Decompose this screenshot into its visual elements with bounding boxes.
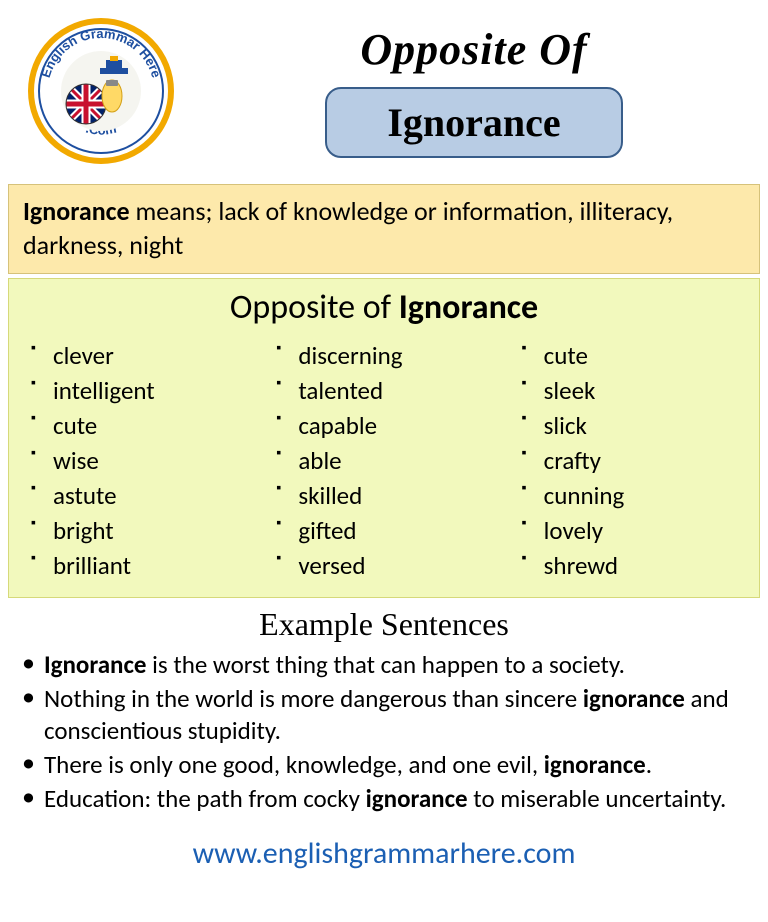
opposites-col-3: cutesleekslickcraftycunninglovelyshrewd [510, 338, 749, 583]
header: English Grammar Here .Com Opposite Of [6, 6, 762, 184]
opposite-item: discerning [298, 338, 503, 373]
opposite-item: talented [298, 373, 503, 408]
opposite-item: capable [298, 408, 503, 443]
opposite-item: clever [53, 338, 258, 373]
opposite-item: brilliant [53, 548, 258, 583]
title-block: Opposite Of Ignorance [206, 24, 742, 158]
opposites-box: Opposite of Ignorance cleverintelligentc… [8, 278, 760, 598]
opposite-item: skilled [298, 478, 503, 513]
definition-box: Ignorance means; lack of knowledge or in… [8, 184, 760, 274]
opposite-item: cute [544, 338, 749, 373]
example-sentence: Ignorance is the worst thing that can ha… [44, 649, 742, 681]
opposite-item: able [298, 443, 503, 478]
opposite-item: bright [53, 513, 258, 548]
opposite-item: intelligent [53, 373, 258, 408]
opposite-item: astute [53, 478, 258, 513]
opposite-item: wise [53, 443, 258, 478]
opposite-item: gifted [298, 513, 503, 548]
opposite-item: shrewd [544, 548, 749, 583]
opposite-item: versed [298, 548, 503, 583]
example-sentence: Education: the path from cocky ignorance… [44, 783, 742, 815]
opposites-col-2: discerningtalentedcapableableskilledgift… [264, 338, 503, 583]
example-sentence: There is only one good, knowledge, and o… [44, 749, 742, 781]
title-word: Ignorance [325, 87, 622, 158]
opposites-title: Opposite of Ignorance [19, 287, 749, 328]
site-logo: English Grammar Here .Com [26, 16, 176, 166]
footer-url: www.englishgrammarhere.com [6, 835, 762, 872]
example-sentence: Nothing in the world is more dangerous t… [44, 683, 742, 747]
opposite-item: cunning [544, 478, 749, 513]
opposites-columns: cleverintelligentcutewiseastutebrightbri… [19, 338, 749, 583]
opposite-item: crafty [544, 443, 749, 478]
opposites-title-word: Ignorance [399, 287, 538, 328]
title-label: Opposite Of [206, 24, 742, 75]
examples-title: Example Sentences [6, 606, 762, 643]
opposites-col-1: cleverintelligentcutewiseastutebrightbri… [19, 338, 258, 583]
opposite-item: slick [544, 408, 749, 443]
opposite-item: cute [53, 408, 258, 443]
opposite-item: sleek [544, 373, 749, 408]
opposites-title-prefix: Opposite of [230, 287, 399, 328]
opposite-item: lovely [544, 513, 749, 548]
examples-list: Ignorance is the worst thing that can ha… [6, 649, 762, 815]
definition-word: Ignorance [23, 195, 130, 227]
